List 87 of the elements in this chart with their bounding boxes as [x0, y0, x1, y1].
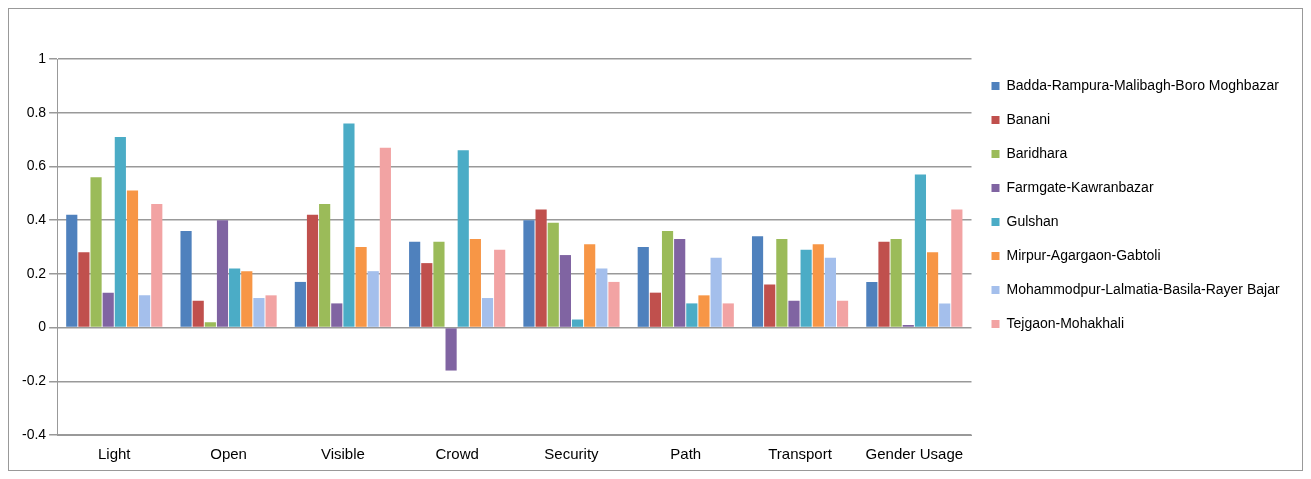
bar: [78, 252, 90, 327]
bar: [836, 300, 849, 327]
bar: [457, 150, 469, 327]
bar: [409, 241, 421, 327]
y-tick-label: 0.6: [26, 157, 47, 174]
legend-label: Mirpur-Agargaon-Gabtoli: [1006, 246, 1161, 263]
y-tick-label: 0.4: [26, 211, 47, 227]
bar: [379, 147, 391, 327]
y-tick-label: 0.2: [26, 264, 47, 281]
bar: [878, 241, 890, 327]
bar: [764, 284, 776, 327]
bar: [722, 303, 734, 327]
bar: [535, 209, 547, 327]
y-tick-label: -0.4: [22, 425, 47, 442]
bar: [890, 238, 902, 327]
bar: [126, 190, 139, 327]
bar: [216, 220, 229, 327]
bar: [637, 247, 649, 327]
x-tick-label: Open: [210, 445, 247, 463]
bar: [331, 303, 343, 327]
legend-label: Farmgate-Kawranbazar: [1006, 178, 1154, 195]
bar: [180, 230, 192, 327]
bar: [559, 255, 571, 327]
bar: [824, 257, 836, 327]
bar: [571, 319, 584, 327]
bar: [547, 222, 559, 327]
bar: [265, 295, 277, 327]
x-tick-label: Gender Usage: [865, 445, 964, 463]
bar: [433, 241, 445, 327]
bar: [469, 238, 481, 327]
bar: [914, 174, 927, 327]
bar: [751, 236, 764, 327]
bar: [866, 281, 878, 327]
bar: [229, 268, 241, 327]
bar: [523, 220, 535, 327]
bar: [661, 230, 674, 327]
bar: [494, 249, 506, 327]
bar: [204, 322, 216, 327]
legend-label: Tejgaon-Mohakhali: [1006, 314, 1125, 331]
bar: [710, 257, 722, 327]
bar: [926, 252, 939, 327]
bar: [241, 271, 253, 327]
bar: [596, 268, 608, 327]
bar: [445, 328, 457, 371]
bar: [939, 303, 951, 327]
bar: [66, 214, 78, 327]
bar: [951, 209, 963, 327]
bar: [253, 298, 265, 327]
bar: [151, 204, 163, 327]
legend-label: Gulshan: [1006, 212, 1059, 229]
x-tick-label: Path: [670, 445, 702, 463]
bar: [800, 249, 812, 327]
x-tick-label: Light: [98, 445, 132, 463]
x-tick-label: Visible: [320, 445, 365, 463]
bar: [686, 303, 698, 327]
bar: [649, 292, 661, 327]
bar: [584, 244, 596, 327]
bar: [421, 263, 433, 327]
bar: [812, 244, 824, 327]
bar: [481, 298, 494, 327]
bar: [192, 300, 204, 327]
legend-label: Baridhara: [1006, 144, 1068, 161]
bar: [674, 238, 686, 327]
bar: [788, 300, 800, 327]
legend-label: Badda-Rampura-Malibagh-Boro Moghbazar: [1006, 76, 1280, 93]
legend-label: Mohammodpur-Lalmatia-Basila-Rayer Bajar: [1006, 280, 1280, 297]
bar: [608, 281, 620, 327]
legend-label: Banani: [1006, 110, 1051, 127]
bar: [355, 247, 367, 327]
y-tick-label: 1: [38, 49, 47, 66]
y-tick-label: 0: [38, 318, 47, 335]
bar: [102, 292, 114, 327]
bar: [114, 136, 126, 327]
y-tick-label: 0.8: [26, 103, 47, 120]
bar: [776, 238, 788, 327]
x-tick-label: Transport: [768, 445, 833, 463]
x-tick-label: Crowd: [435, 445, 479, 463]
bar: [698, 295, 710, 327]
bar: [367, 271, 379, 327]
bar: [90, 177, 102, 327]
bar: [343, 123, 355, 327]
bar: [306, 214, 319, 327]
x-tick-label: Security: [544, 445, 600, 463]
bar: [294, 281, 306, 327]
bar: [319, 204, 331, 327]
bar: [139, 295, 151, 327]
y-tick-label: -0.2: [22, 372, 47, 389]
